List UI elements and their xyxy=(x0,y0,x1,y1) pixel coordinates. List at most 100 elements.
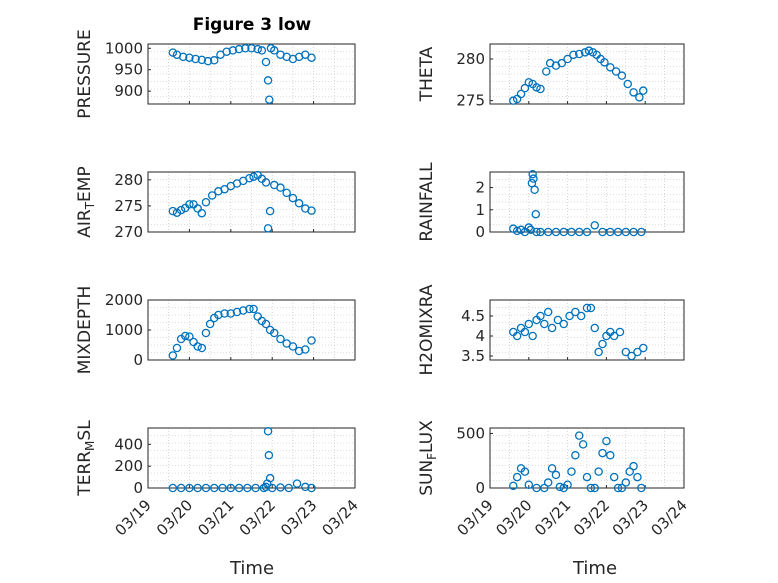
x-tick-label: 03/23 xyxy=(277,496,320,539)
data-point xyxy=(265,206,275,216)
data-point xyxy=(307,336,316,345)
data-point xyxy=(567,467,576,476)
data-point xyxy=(574,431,584,440)
data-point xyxy=(238,306,248,315)
panel-sun_flux: 0 500 SUNFLUX 03/1903/2003/2103/2203/2303/2… xyxy=(417,420,691,540)
y-axis-label: AIRTEMP xyxy=(75,166,97,237)
y-tick-label: 280 xyxy=(456,50,485,68)
y-axis-label: PRESSURE xyxy=(75,29,95,118)
data-point xyxy=(276,483,285,492)
x-axis-label-right: Time xyxy=(572,558,617,579)
data-point xyxy=(243,483,252,493)
data-point xyxy=(559,319,568,329)
x-tick-label: 03/19 xyxy=(112,496,155,539)
data-point xyxy=(625,467,634,476)
data-point xyxy=(598,448,607,458)
data-point xyxy=(565,311,574,321)
data-point xyxy=(249,172,258,181)
x-tick-label: 03/23 xyxy=(609,496,652,539)
data-point xyxy=(524,223,534,232)
data-point xyxy=(185,53,194,62)
data-point xyxy=(623,79,632,89)
data-point xyxy=(576,311,586,321)
data-point xyxy=(228,46,238,55)
data-point xyxy=(615,327,625,337)
data-point xyxy=(209,56,219,65)
data-point xyxy=(530,185,539,195)
data-point xyxy=(168,483,178,493)
data-point xyxy=(590,483,600,493)
y-tick-label: 0 xyxy=(133,479,143,497)
data-point xyxy=(637,227,646,237)
y-axis-label: TERRMSL xyxy=(75,420,97,497)
data-point xyxy=(529,174,538,183)
data-point xyxy=(584,46,594,55)
data-point xyxy=(543,307,553,317)
data-point xyxy=(264,451,274,460)
y-tick-label: 275 xyxy=(456,92,485,110)
x-tick-label: 03/24 xyxy=(648,496,691,539)
data-point xyxy=(263,224,273,233)
data-point xyxy=(613,483,623,493)
data-point xyxy=(557,58,567,68)
y-tick-label: 1000 xyxy=(105,39,143,57)
data-point xyxy=(639,343,648,353)
data-point xyxy=(536,311,545,321)
y-tick-label: 1 xyxy=(475,201,485,219)
y-tick-label: 0 xyxy=(475,223,485,241)
panel-air_temp: 270 275 280 AIRTEMP xyxy=(75,166,356,241)
data-point xyxy=(176,205,186,215)
y-axis-label: SUNFLUX xyxy=(417,420,439,496)
data-point xyxy=(569,50,578,60)
y-tick-label: 280 xyxy=(114,171,143,189)
data-point xyxy=(629,88,638,97)
data-point xyxy=(249,304,258,314)
data-point xyxy=(185,332,194,341)
data-point xyxy=(234,483,244,493)
y-tick-label: 2000 xyxy=(105,291,143,309)
y-tick-label: 270 xyxy=(114,223,143,241)
data-point xyxy=(197,343,207,353)
y-tick-label: 950 xyxy=(114,61,143,79)
data-point xyxy=(627,351,636,361)
data-point xyxy=(586,303,596,313)
data-point xyxy=(509,96,518,105)
data-point xyxy=(551,470,561,480)
data-point xyxy=(267,483,277,493)
data-point xyxy=(531,209,541,219)
data-point xyxy=(307,206,316,215)
data-point xyxy=(209,483,219,493)
data-point xyxy=(245,174,254,183)
data-point xyxy=(197,208,207,218)
data-point xyxy=(606,451,615,460)
data-point xyxy=(532,227,541,237)
data-point xyxy=(232,307,242,317)
data-point xyxy=(253,44,262,54)
data-point xyxy=(516,89,526,99)
axes-box xyxy=(147,43,356,105)
y-tick-label: 200 xyxy=(114,457,143,475)
y-axis-label: H2OMIXRA xyxy=(417,284,437,375)
x-tick-label: 03/21 xyxy=(194,496,237,539)
data-point xyxy=(532,83,541,92)
data-point xyxy=(629,461,638,471)
data-point xyxy=(598,339,607,349)
data-point xyxy=(185,200,194,209)
x-tick-label: 03/22 xyxy=(236,496,279,539)
x-axis-label-left: Time xyxy=(229,558,274,579)
data-point xyxy=(512,226,522,236)
data-point xyxy=(578,440,588,449)
data-point xyxy=(609,331,619,341)
y-axis-label: RAINFALL xyxy=(417,162,437,242)
data-point xyxy=(276,334,285,344)
data-point xyxy=(263,427,273,436)
data-point xyxy=(201,483,211,493)
data-point xyxy=(633,472,642,482)
data-point xyxy=(294,346,304,356)
data-point xyxy=(218,483,227,493)
y-axis-label: THETA xyxy=(417,46,437,102)
data-point xyxy=(203,56,213,66)
data-point xyxy=(168,206,178,216)
y-tick-label: 400 xyxy=(114,435,143,453)
data-point xyxy=(590,221,600,230)
